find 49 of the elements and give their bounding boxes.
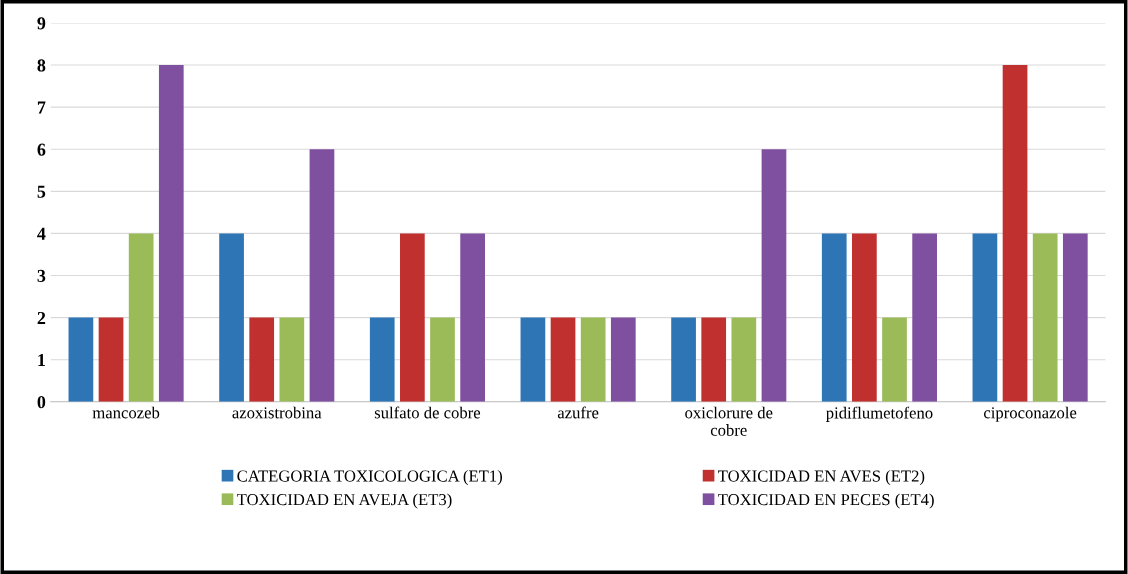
bar [610, 317, 636, 402]
bar [1002, 65, 1028, 402]
x-tick-label: oxiclorure de cobre [685, 406, 773, 436]
legend-label: TOXICIDAD EN AVEJA (ET3) [236, 493, 452, 509]
x-tick-label: mancozeb [92, 406, 160, 419]
y-tick-label: 0 [37, 396, 46, 409]
x-tick-label: ciproconazole [984, 406, 1077, 422]
x-tick-label: pidiflumetofeno [826, 406, 933, 422]
bar [882, 317, 907, 402]
y-tick-label: 4 [37, 227, 46, 240]
bar [219, 233, 244, 402]
bar [912, 233, 937, 402]
x-tick-label: sulfato de cobre [374, 406, 481, 419]
bar [1032, 233, 1058, 402]
y-tick-label: 8 [37, 59, 46, 72]
bar [279, 317, 305, 402]
bar [400, 233, 425, 402]
bar [671, 317, 696, 402]
bar [68, 317, 94, 402]
bar [731, 317, 757, 402]
bar [520, 317, 546, 402]
y-tick-label: 6 [37, 143, 46, 156]
bar [821, 233, 847, 402]
bar [761, 149, 787, 402]
x-tick-label: azufre [557, 406, 599, 419]
y-tick-label: 3 [37, 269, 46, 282]
bar [701, 317, 727, 402]
bar [852, 233, 877, 402]
bar [1062, 233, 1088, 402]
bar [580, 317, 606, 402]
bar [972, 233, 998, 402]
bar [460, 233, 485, 402]
bar [98, 317, 124, 402]
x-tick-label: azoxistrobina [232, 406, 322, 419]
bar [158, 65, 184, 402]
legend-label: TOXICIDAD EN PECES (ET4) [718, 493, 934, 509]
bar [249, 317, 275, 402]
bar [369, 317, 395, 402]
y-tick-label: 2 [37, 311, 46, 324]
y-tick-label: 1 [38, 354, 45, 366]
y-tick-label: 9 [37, 17, 46, 30]
bar [128, 233, 154, 402]
bar [430, 317, 455, 402]
y-tick-label: 7 [37, 101, 46, 114]
legend-label: CATEGORIA TOXICOLOGICA (ET1) [237, 469, 502, 486]
bar [550, 317, 576, 402]
y-tick-label: 5 [37, 185, 46, 198]
bar [309, 149, 335, 402]
legend-label: TOXICIDAD EN AVES (ET2) [718, 469, 925, 486]
